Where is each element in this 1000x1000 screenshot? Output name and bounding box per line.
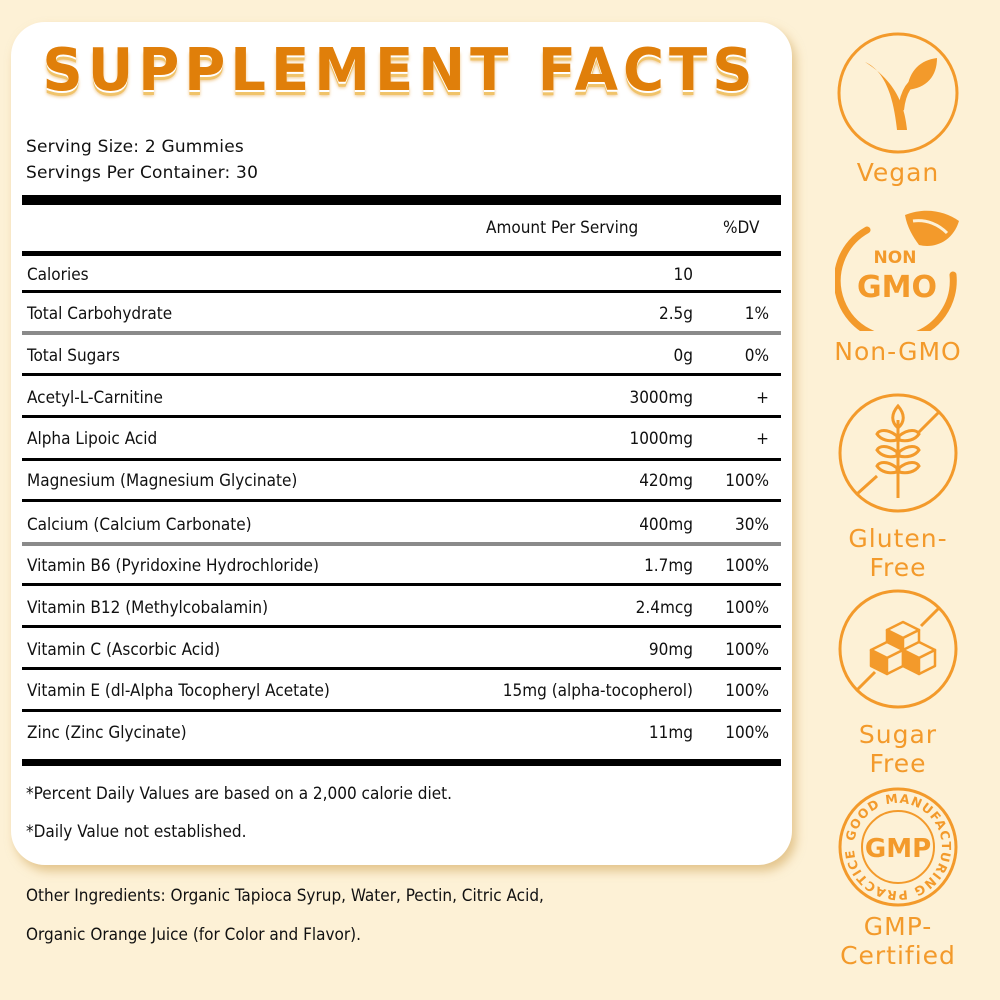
header-divider (22, 251, 781, 256)
nutrient-amount: 10 (673, 265, 693, 285)
row-divider (22, 373, 781, 376)
svg-text:NON: NON (874, 248, 917, 268)
nutrient-dv: 100% (725, 723, 769, 743)
nutrient-amount: 1.7mg (644, 556, 693, 576)
gluten-free-wheat-icon (838, 393, 958, 513)
badge-label: Vegan (856, 158, 940, 187)
nutrient-amount: 2.5g (658, 304, 693, 324)
thick-divider-bottom (22, 759, 781, 766)
nutrient-name: Acetyl-L-Carnitine (27, 388, 163, 408)
footnote-dv: *Percent Daily Values are based on a 2,0… (26, 784, 452, 804)
nutrient-amount: 90mg (648, 640, 693, 660)
badge-gluten-free: Gluten- Free (828, 390, 968, 582)
row-divider (22, 290, 781, 293)
badge-gmp-certified: GOOD MANUFACTURING PRACTICE GMP GMP- Cer… (828, 784, 968, 970)
dv-header: %DV (723, 218, 760, 238)
nutrient-dv: + (756, 388, 769, 408)
badge-vegan: Vegan (828, 30, 968, 187)
nutrient-amount: 15mg (alpha-tocopherol) (502, 681, 693, 701)
nutrient-name: Total Carbohydrate (27, 304, 173, 324)
badge-label: Certified (840, 941, 956, 970)
row-divider (22, 499, 781, 502)
nutrient-dv: 100% (725, 598, 769, 618)
nutrient-dv: 0% (744, 346, 769, 366)
nutrient-name: Vitamin C (Ascorbic Acid) (27, 640, 221, 660)
nutrient-name: Calories (27, 265, 89, 285)
badge-non-gmo: NON GMO Non-GMO (828, 205, 968, 366)
svg-text:GMP: GMP (865, 834, 931, 864)
table-row: Vitamin B6 (Pyridoxine Hydrochloride) 1.… (22, 548, 781, 588)
badge-label: Free (869, 553, 927, 582)
row-divider (22, 583, 781, 586)
nutrient-name: Calcium (Calcium Carbonate) (27, 515, 252, 535)
table-row: Total Carbohydrate 2.5g 1% (22, 296, 781, 336)
row-divider (22, 667, 781, 670)
table-row: Alpha Lipoic Acid 1000mg + (22, 421, 781, 461)
footnote-not-established: *Daily Value not established. (26, 822, 247, 842)
table-row: Calcium (Calcium Carbonate) 400mg 30% (22, 507, 781, 547)
badge-label: Gluten- (848, 524, 948, 553)
nutrient-dv: + (756, 429, 769, 449)
table-row: Vitamin E (dl-Alpha Tocopheryl Acetate) … (22, 673, 781, 713)
other-ingredients-line2: Organic Orange Juice (for Color and Flav… (26, 925, 362, 945)
vegan-leaf-icon (837, 32, 959, 154)
sugar-free-cubes-icon (838, 589, 958, 709)
table-row: Vitamin B12 (Methylcobalamin) 2.4mcg 100… (22, 590, 781, 630)
thick-divider (22, 195, 781, 205)
gmp-seal-icon: GOOD MANUFACTURING PRACTICE GMP (838, 787, 958, 907)
nutrient-dv: 100% (725, 556, 769, 576)
badge-sugar-free: Sugar Free (828, 586, 968, 778)
svg-text:GMO: GMO (857, 270, 937, 305)
double-divider (22, 542, 781, 546)
nutrient-name: Zinc (Zinc Glycinate) (27, 723, 187, 743)
nutrient-name: Magnesium (Magnesium Glycinate) (27, 471, 298, 491)
badge-label: Sugar (858, 720, 938, 749)
double-divider (22, 331, 781, 335)
nutrient-dv: 1% (744, 304, 769, 324)
nutrient-name: Vitamin B12 (Methylcobalamin) (27, 598, 269, 618)
nutrient-name: Vitamin B6 (Pyridoxine Hydrochloride) (27, 556, 319, 576)
table-row: Zinc (Zinc Glycinate) 11mg 100% (22, 715, 781, 755)
badge-label: GMP- (863, 912, 933, 941)
nutrient-name: Vitamin E (dl-Alpha Tocopheryl Acetate) (27, 681, 330, 701)
table-row: Total Sugars 0g 0% (22, 338, 781, 378)
nutrient-amount: 0g (673, 346, 693, 366)
badge-label: Non-GMO (834, 337, 962, 366)
nutrient-amount: 1000mg (629, 429, 693, 449)
row-divider (22, 625, 781, 628)
table-row: Vitamin C (Ascorbic Acid) 90mg 100% (22, 632, 781, 672)
nutrient-amount: 420mg (639, 471, 693, 491)
nutrient-amount: 3000mg (629, 388, 693, 408)
table-row: Acetyl-L-Carnitine 3000mg + (22, 380, 781, 420)
nutrient-name: Total Sugars (27, 346, 121, 366)
table-row: Magnesium (Magnesium Glycinate) 420mg 10… (22, 463, 781, 503)
nutrient-amount: 2.4mcg (635, 598, 693, 618)
nutrient-dv: 100% (725, 681, 769, 701)
page-title: SUPPLEMENT FACTS (42, 36, 758, 105)
nutrient-dv: 100% (725, 471, 769, 491)
non-gmo-icon: NON GMO (835, 210, 959, 331)
row-divider (22, 458, 781, 461)
nutrient-amount: 11mg (648, 723, 693, 743)
serving-size: Serving Size: 2 Gummies (26, 137, 244, 157)
row-divider (22, 415, 781, 418)
nutrient-dv: 30% (735, 515, 769, 535)
supplement-facts-card (11, 22, 792, 865)
nutrient-name: Alpha Lipoic Acid (27, 429, 158, 449)
row-divider (22, 709, 781, 712)
amount-per-serving-header: Amount Per Serving (486, 218, 639, 238)
nutrient-dv: 100% (725, 640, 769, 660)
other-ingredients-line1: Other Ingredients: Organic Tapioca Syrup… (26, 886, 544, 906)
badge-label: Free (869, 749, 927, 778)
servings-per-container: Servings Per Container: 30 (26, 163, 259, 183)
table-row: Calories 10 (22, 257, 781, 297)
nutrient-amount: 400mg (639, 515, 693, 535)
